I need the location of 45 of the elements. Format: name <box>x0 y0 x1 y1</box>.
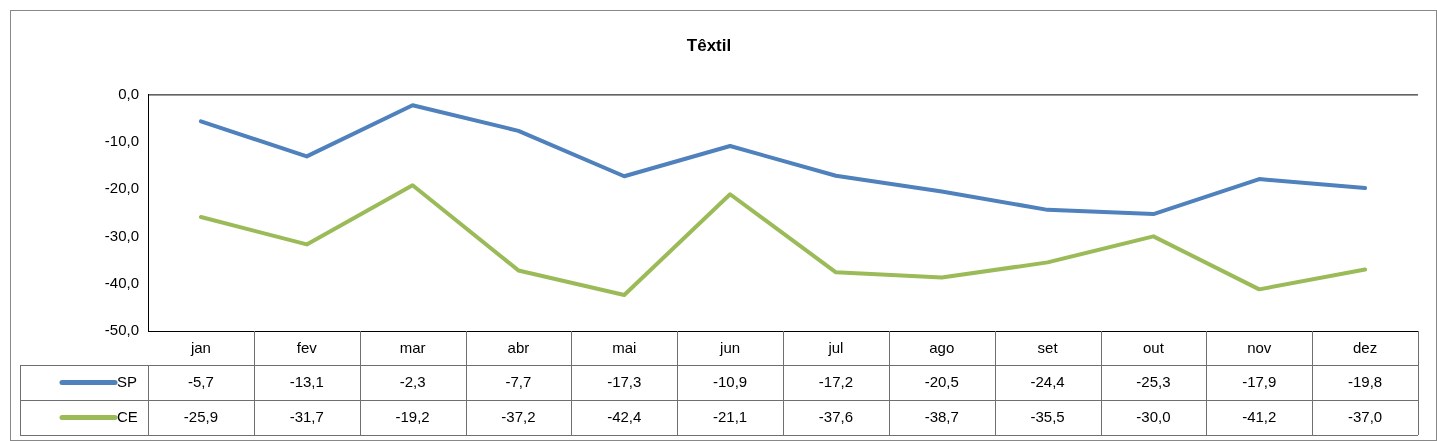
data-label: -42,4 <box>607 407 642 425</box>
data-label: -17,2 <box>818 372 854 390</box>
data-label: -19,8 <box>1347 372 1383 390</box>
data-label: -17,3 <box>607 372 642 390</box>
data-label: -35,5 <box>1030 407 1065 425</box>
data-label: -37,0 <box>1347 407 1383 425</box>
x-tick-label: out <box>1142 339 1165 357</box>
x-tick-label: fev <box>296 339 318 357</box>
data-label: -10,9 <box>712 372 748 390</box>
data-label: -41,2 <box>1242 407 1277 425</box>
legend-label: SP <box>117 372 138 390</box>
x-tick-label: mar <box>399 339 426 357</box>
x-tick-label: dez <box>1352 339 1378 357</box>
data-label: -5,7 <box>187 372 214 390</box>
x-tick-label: ago <box>929 339 955 357</box>
data-label: -38,7 <box>924 407 959 425</box>
y-tick-label: -10,0 <box>104 131 139 149</box>
y-tick-label: -40,0 <box>104 273 139 291</box>
data-label: -37,6 <box>818 407 854 425</box>
data-label: -2,3 <box>399 372 426 390</box>
x-tick-label: mai <box>612 339 637 357</box>
y-tick-label: -30,0 <box>104 226 139 244</box>
data-label: -37,2 <box>501 407 536 425</box>
chart-title: Têxtil <box>686 35 732 55</box>
x-tick-label: abr <box>507 339 530 357</box>
data-label: -31,7 <box>289 407 324 425</box>
data-label: -25,9 <box>183 407 219 425</box>
data-label: -21,1 <box>712 407 748 425</box>
x-tick-label: set <box>1037 339 1059 357</box>
y-tick-label: -50,0 <box>104 321 139 339</box>
x-tick-label: jul <box>827 339 844 357</box>
data-label: -17,9 <box>1242 372 1277 390</box>
legend-label: CE <box>117 407 138 425</box>
data-label: -7,7 <box>505 372 532 390</box>
x-tick-label: nov <box>1247 339 1272 357</box>
data-label: -19,2 <box>395 407 430 425</box>
y-tick-label: 0,0 <box>118 84 139 102</box>
data-label: -25,3 <box>1136 372 1171 390</box>
y-tick-label: -20,0 <box>104 179 139 197</box>
data-label: -20,5 <box>924 372 959 390</box>
x-tick-label: jan <box>189 339 211 357</box>
x-tick-label: jun <box>719 339 741 357</box>
data-label: -24,4 <box>1030 372 1065 390</box>
data-label: -30,0 <box>1136 407 1171 425</box>
data-label: -13,1 <box>289 372 324 390</box>
